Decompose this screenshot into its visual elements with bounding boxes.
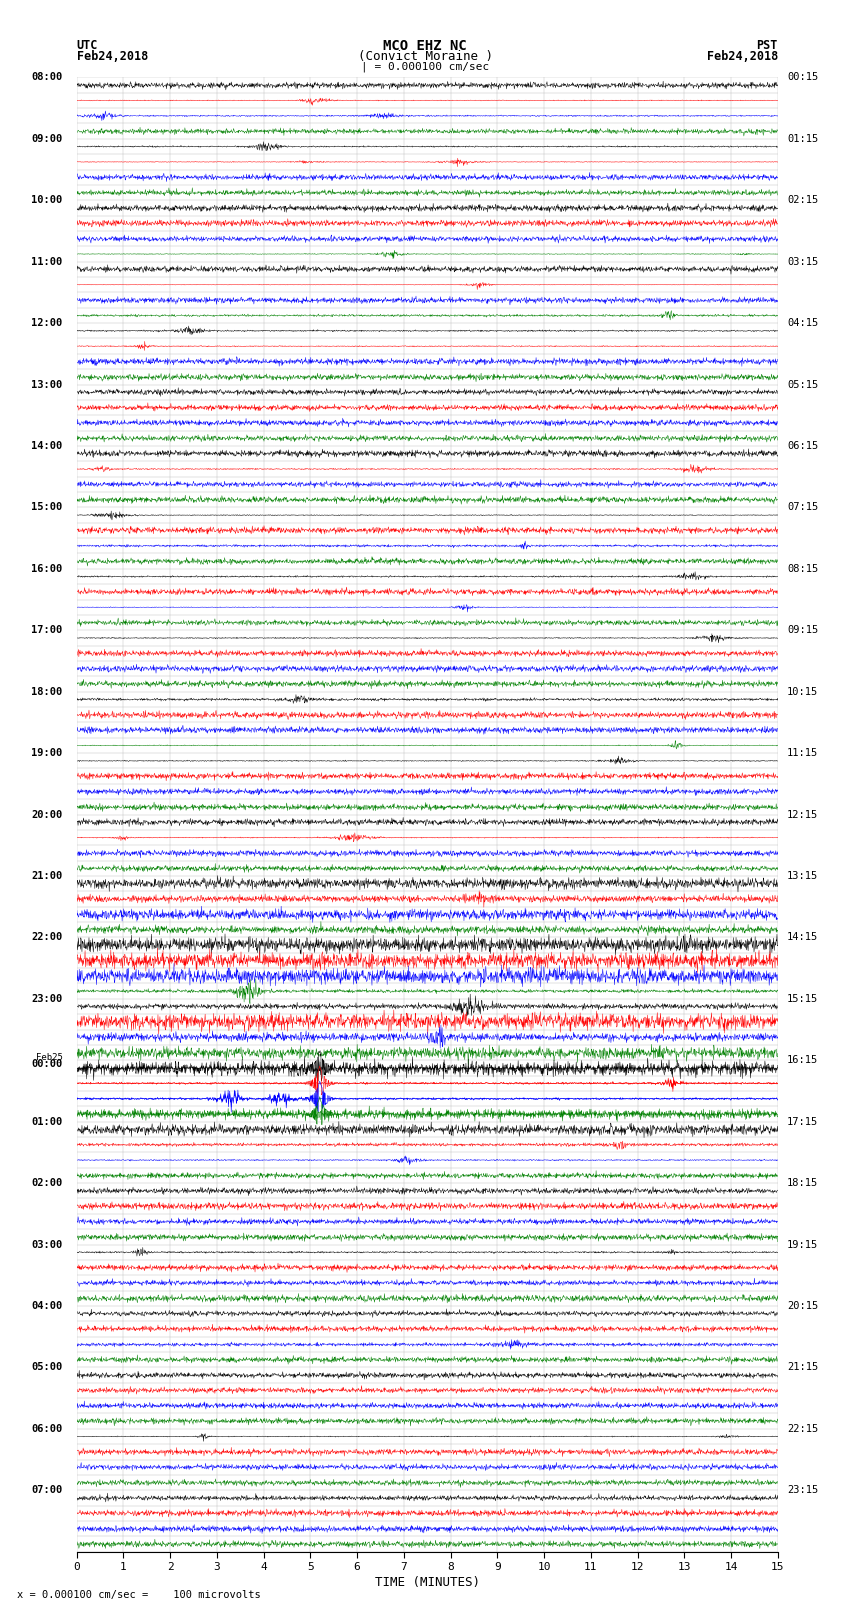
Text: 13:00: 13:00 — [31, 379, 63, 390]
Text: 14:00: 14:00 — [31, 440, 63, 452]
Text: 22:15: 22:15 — [787, 1424, 819, 1434]
Text: 01:15: 01:15 — [787, 134, 819, 144]
Text: 19:15: 19:15 — [787, 1239, 819, 1250]
Text: 21:00: 21:00 — [31, 871, 63, 881]
Text: 02:15: 02:15 — [787, 195, 819, 205]
Text: 06:00: 06:00 — [31, 1424, 63, 1434]
X-axis label: TIME (MINUTES): TIME (MINUTES) — [375, 1576, 479, 1589]
Text: 17:00: 17:00 — [31, 626, 63, 636]
Text: (Convict Moraine ): (Convict Moraine ) — [358, 50, 492, 63]
Text: 20:15: 20:15 — [787, 1302, 819, 1311]
Text: PST: PST — [756, 39, 778, 52]
Text: 08:15: 08:15 — [787, 565, 819, 574]
Text: x = 0.000100 cm/sec =    100 microvolts: x = 0.000100 cm/sec = 100 microvolts — [17, 1590, 261, 1600]
Text: 07:00: 07:00 — [31, 1486, 63, 1495]
Text: 09:15: 09:15 — [787, 626, 819, 636]
Text: 02:00: 02:00 — [31, 1177, 63, 1189]
Text: 14:15: 14:15 — [787, 932, 819, 942]
Text: 17:15: 17:15 — [787, 1116, 819, 1127]
Text: | = 0.000100 cm/sec: | = 0.000100 cm/sec — [361, 61, 489, 73]
Text: 00:15: 00:15 — [787, 73, 819, 82]
Text: 23:00: 23:00 — [31, 994, 63, 1003]
Text: 00:00: 00:00 — [31, 1060, 63, 1069]
Text: 03:15: 03:15 — [787, 256, 819, 266]
Text: 12:15: 12:15 — [787, 810, 819, 819]
Text: Feb24,2018: Feb24,2018 — [706, 50, 778, 63]
Text: 21:15: 21:15 — [787, 1363, 819, 1373]
Text: 08:00: 08:00 — [31, 73, 63, 82]
Text: 10:15: 10:15 — [787, 687, 819, 697]
Text: 16:15: 16:15 — [787, 1055, 819, 1065]
Text: 19:00: 19:00 — [31, 748, 63, 758]
Text: 23:15: 23:15 — [787, 1486, 819, 1495]
Text: 15:00: 15:00 — [31, 502, 63, 513]
Text: 18:15: 18:15 — [787, 1177, 819, 1189]
Text: 05:00: 05:00 — [31, 1363, 63, 1373]
Text: Feb24,2018: Feb24,2018 — [76, 50, 148, 63]
Text: MCO EHZ NC: MCO EHZ NC — [383, 39, 467, 53]
Text: 11:00: 11:00 — [31, 256, 63, 266]
Text: 11:15: 11:15 — [787, 748, 819, 758]
Text: 06:15: 06:15 — [787, 440, 819, 452]
Text: 03:00: 03:00 — [31, 1239, 63, 1250]
Text: 22:00: 22:00 — [31, 932, 63, 942]
Text: 13:15: 13:15 — [787, 871, 819, 881]
Text: Feb25: Feb25 — [36, 1053, 63, 1063]
Text: 07:15: 07:15 — [787, 502, 819, 513]
Text: 05:15: 05:15 — [787, 379, 819, 390]
Text: 04:15: 04:15 — [787, 318, 819, 327]
Text: 04:00: 04:00 — [31, 1302, 63, 1311]
Text: 18:00: 18:00 — [31, 687, 63, 697]
Text: 01:00: 01:00 — [31, 1116, 63, 1127]
Text: 15:15: 15:15 — [787, 994, 819, 1003]
Text: 10:00: 10:00 — [31, 195, 63, 205]
Text: 09:00: 09:00 — [31, 134, 63, 144]
Text: 12:00: 12:00 — [31, 318, 63, 327]
Text: UTC: UTC — [76, 39, 98, 52]
Text: 20:00: 20:00 — [31, 810, 63, 819]
Text: 16:00: 16:00 — [31, 565, 63, 574]
